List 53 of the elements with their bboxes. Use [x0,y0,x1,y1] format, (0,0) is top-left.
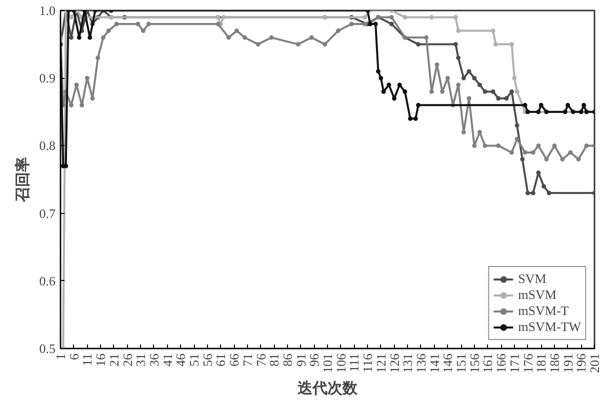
x-tick-label: 6 [66,353,82,360]
x-tick-label: 181 [534,354,549,373]
x-tick-label: 31 [133,354,148,366]
x-tick-label: 76 [253,353,268,366]
x-tick-label: 11 [80,353,95,366]
x-tick-label: 86 [280,353,295,366]
x-tick-label: 126 [386,353,402,373]
x-tick-label: 146 [440,353,456,373]
x-tick-label: 1 [53,354,68,360]
x-tick-label: 201 [587,354,602,373]
x-tick-label: 196 [574,353,589,373]
y-tick-label: 0.5 [39,341,56,356]
y-tick-label: 0.8 [39,138,56,154]
x-tick-label: 61 [213,354,228,366]
y-axis-title: 召回率 [13,157,32,203]
x-tick-label: 176 [520,353,536,373]
x-tick-label: 16 [93,353,108,366]
legend-label: mSVM [518,287,556,303]
x-tick-label: 166 [494,353,509,373]
x-tick-label: 156 [466,353,482,373]
x-tick-label: 51 [186,354,202,366]
y-tick-label: 0.9 [39,70,56,86]
x-tick-label: 141 [426,354,442,373]
x-tick-label: 71 [240,354,255,366]
x-tick-label: 36 [146,353,162,366]
x-tick-label: 41 [160,354,175,366]
x-axis-title: 迭代次数 [296,380,358,397]
y-tick-label: 1.0 [39,3,56,18]
y-tick-label: 0.7 [39,206,56,221]
x-tick-label: 91 [293,354,308,366]
x-tick-label: 191 [560,354,576,373]
x-tick-label: 131 [400,354,416,373]
x-tick-label: 96 [306,353,322,366]
x-tick-label: 171 [506,354,522,373]
x-tick-label: 121 [373,354,388,373]
x-tick-label: 56 [200,353,215,366]
legend-label: mSVM-T [518,303,569,319]
x-tick-label: 186 [546,353,562,373]
x-tick-label: 26 [120,353,135,366]
x-tick-label: 106 [333,353,348,373]
x-tick-label: 161 [480,354,496,373]
x-tick-label: 111 [346,353,362,372]
x-tick-label: 101 [320,354,335,373]
legend-label: SVM [518,271,546,287]
x-tick-label: 66 [226,353,242,366]
x-tick-label: 21 [106,354,122,366]
x-tick-label: 151 [454,354,468,373]
x-tick-label: 136 [413,353,428,373]
legend-label: mSVM-TW [518,319,581,335]
x-tick-label: 46 [173,353,188,366]
x-tick-label: 116 [360,353,376,373]
x-tick-label: 81 [266,354,282,366]
y-tick-label: 0.6 [39,273,56,288]
